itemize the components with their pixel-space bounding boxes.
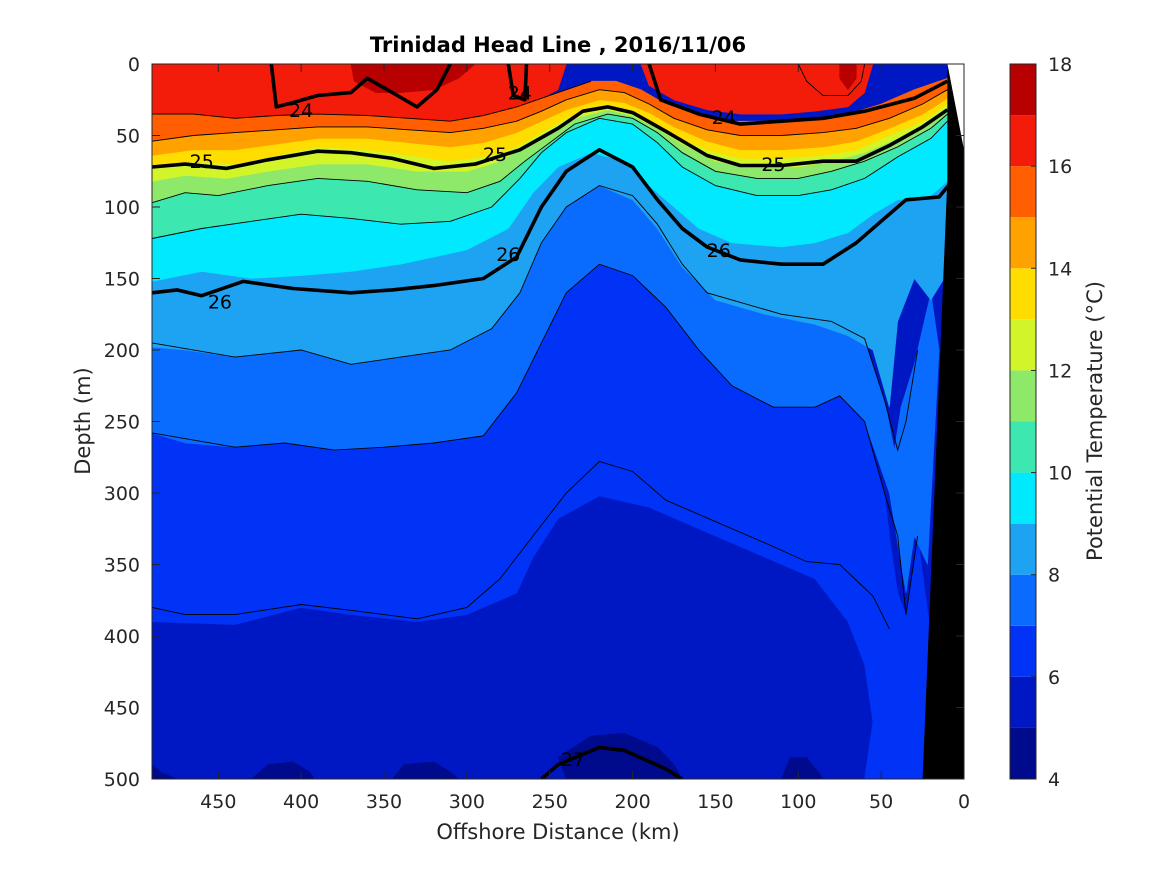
y-tick-label: 350 <box>104 555 140 577</box>
colorbar-segment <box>1010 370 1036 422</box>
y-axis-label: Depth (m) <box>71 367 95 474</box>
density-contour-24 <box>269 64 452 109</box>
temperature-isoline <box>152 80 592 122</box>
y-tick-label: 500 <box>104 769 140 791</box>
contour-label: 24 <box>289 100 313 122</box>
colorbar-frame <box>1009 63 1037 780</box>
x-tick-label: 400 <box>283 791 319 813</box>
density-contours <box>152 64 953 779</box>
y-tick-label: 100 <box>104 197 140 219</box>
colorbar-tick-label: 4 <box>1048 769 1060 791</box>
contour-label: 25 <box>761 154 785 176</box>
y-tick-label: 50 <box>116 126 140 148</box>
density-contour-27 <box>540 745 684 779</box>
temp-band-4 <box>781 757 824 779</box>
y-axis: 0 50 100 150 200 250 300 350 400 450 500 <box>104 54 964 791</box>
contour-label: 25 <box>483 144 507 166</box>
contour-label: 24 <box>712 107 736 129</box>
colorbar-tick-label: 12 <box>1048 360 1072 382</box>
colorbar-segment <box>1010 727 1036 779</box>
colorbar-segment <box>1010 115 1036 167</box>
temp-band-4 <box>250 761 315 779</box>
x-tick-label: 100 <box>780 791 816 813</box>
colorbar-segment <box>1010 574 1036 626</box>
x-tick-label: 350 <box>366 791 402 813</box>
chart-title: Trinidad Head Line , 2016/11/06 <box>370 33 746 57</box>
contour-label: 26 <box>707 240 731 262</box>
y-tick-label: 300 <box>104 483 140 505</box>
colorbar-segment <box>1010 676 1036 728</box>
temperature-isoline <box>797 64 866 96</box>
colorbar-tick-label: 10 <box>1048 463 1072 485</box>
density-contour-26 <box>152 148 953 298</box>
y-tick-label: 0 <box>128 54 140 76</box>
x-tick-label: 300 <box>449 791 485 813</box>
colorbar-segment <box>1010 64 1036 116</box>
y-tick-label: 200 <box>104 340 140 362</box>
contour-label: 26 <box>208 291 232 313</box>
colorbar-label: Potential Temperature (°C) <box>1083 281 1107 561</box>
colorbar-tick-label: 6 <box>1048 667 1060 689</box>
x-tick-label: 50 <box>869 791 893 813</box>
x-axis: 450 400 350 300 250 200 150 100 50 0 <box>200 64 970 813</box>
y-tick-label: 400 <box>104 626 140 648</box>
contour-label: 27 <box>561 749 585 771</box>
colorbar: 4 6 8 10 12 14 16 18 <box>1009 54 1072 791</box>
colorbar-segment <box>1010 319 1036 371</box>
contour-labels: 24 24 24 25 25 25 26 26 26 27 <box>190 83 786 771</box>
contour-label: 24 <box>508 83 532 105</box>
y-tick-label: 450 <box>104 698 140 720</box>
contour-label: 26 <box>496 244 520 266</box>
y-tick-label: 150 <box>104 269 140 291</box>
density-contour-25 <box>152 105 949 171</box>
density-contour-24 <box>647 64 949 126</box>
x-tick-label: 250 <box>532 791 568 813</box>
colorbar-segment <box>1010 166 1036 218</box>
colorbar-segment <box>1010 268 1036 320</box>
colorbar-segment <box>1010 421 1036 473</box>
colorbar-tick-label: 8 <box>1048 565 1060 587</box>
x-tick-label: 450 <box>200 791 236 813</box>
temp-band-4 <box>391 761 460 779</box>
plot-area <box>152 64 964 779</box>
colorbar-segment <box>1010 217 1036 269</box>
colorbar-tick-label: 14 <box>1048 258 1072 280</box>
y-tick-label: 250 <box>104 412 140 434</box>
x-tick-label: 0 <box>958 791 970 813</box>
colorbar-segment <box>1010 625 1036 677</box>
colorbar-tick-label: 18 <box>1048 54 1072 76</box>
temp-band-16 <box>640 64 874 115</box>
contour-label: 25 <box>190 151 214 173</box>
colorbar-segment <box>1010 472 1036 524</box>
x-tick-label: 200 <box>614 791 650 813</box>
x-axis-label: Offshore Distance (km) <box>436 820 679 844</box>
temperature-isoline <box>152 460 890 630</box>
x-tick-label: 150 <box>697 791 733 813</box>
temperature-isoline <box>152 89 948 142</box>
density-contour-24 <box>506 64 529 102</box>
colorbar-segment <box>1010 523 1036 575</box>
temperature-isoline <box>152 117 948 239</box>
temperature-isoline <box>152 185 919 452</box>
temperature-isoline <box>152 113 948 204</box>
temp-band-4 <box>152 764 178 779</box>
bottom-topography <box>922 64 964 779</box>
colorbar-tick-label: 16 <box>1048 156 1072 178</box>
temp-band-17 <box>839 64 857 91</box>
temperature-isoline <box>152 263 919 615</box>
no-data-region <box>947 64 964 150</box>
